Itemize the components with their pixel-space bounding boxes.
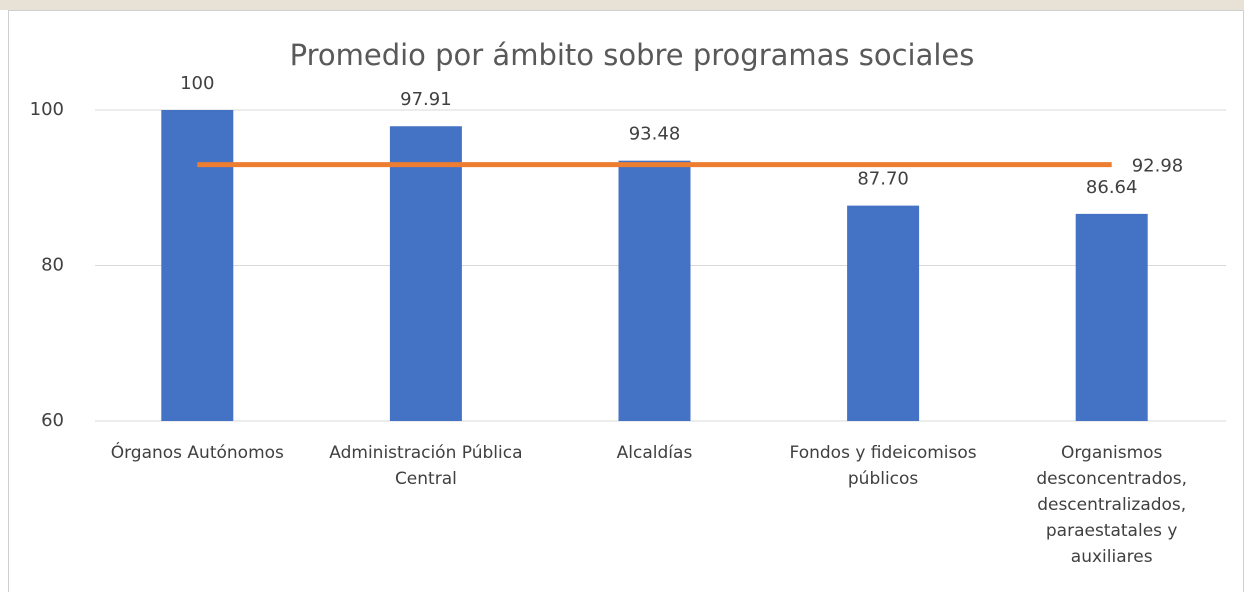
data-label: 97.91 (400, 89, 452, 110)
bar (389, 126, 462, 421)
x-tick-label: Administración Pública Central (329, 443, 523, 489)
data-label: 100 (180, 73, 214, 94)
bar (1075, 213, 1148, 421)
x-tick-label: Organismos desconcentrados, descentraliz… (1036, 443, 1188, 567)
bar (618, 160, 691, 421)
average-label: 92.98 (1132, 156, 1184, 177)
x-tick-label: Fondos y fideicomisos públicos (789, 443, 977, 489)
top-strip (0, 0, 1244, 10)
y-tick-label: 60 (41, 410, 64, 431)
data-label: 93.48 (629, 124, 681, 145)
bar (847, 205, 920, 421)
data-label: 86.64 (1086, 177, 1138, 198)
data-label: 87.70 (857, 169, 909, 190)
y-tick-label: 100 (30, 99, 64, 120)
chart-title: Promedio por ámbito sobre programas soci… (290, 38, 975, 72)
bar (161, 110, 234, 421)
x-tick-label: Órganos Autónomos (110, 443, 284, 463)
x-tick-label: Alcaldías (616, 443, 693, 463)
y-tick-label: 80 (41, 255, 64, 276)
